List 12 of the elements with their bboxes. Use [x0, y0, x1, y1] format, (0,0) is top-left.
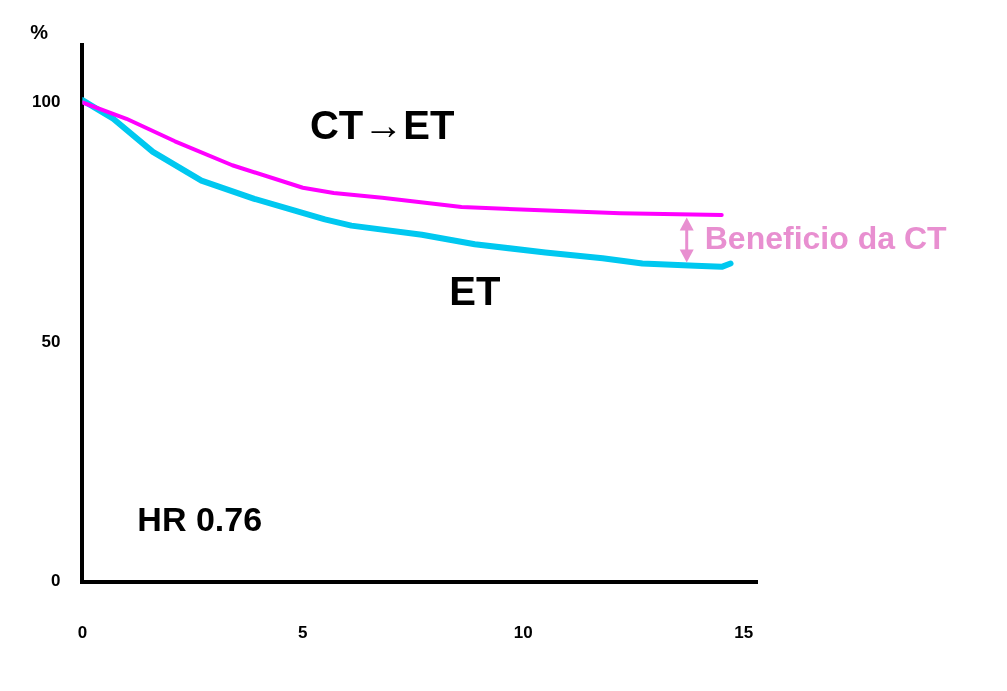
y-tick-label: 50: [41, 331, 61, 351]
annotation: Beneficio da CT: [704, 219, 947, 256]
x-tick-label: 0: [77, 623, 88, 643]
y-tick-label: 100: [31, 92, 61, 112]
x-tick-label: 10: [513, 623, 533, 643]
x-tick-label: 5: [298, 623, 308, 643]
annotation: HR 0.76: [137, 499, 263, 538]
y-tick-label: 0: [50, 571, 61, 591]
x-tick-label: 15: [734, 623, 754, 643]
series-label: ET: [449, 269, 501, 314]
series-label: CT→ET: [309, 102, 455, 147]
y-axis-title: %: [30, 20, 49, 43]
